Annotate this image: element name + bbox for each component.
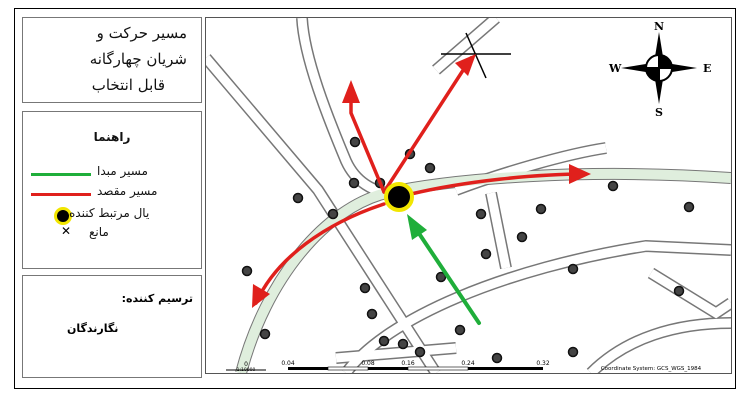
compass-n: N [654, 20, 664, 33]
destination-route-label: مسیر مقصد [97, 184, 158, 198]
destination-route-swatch [31, 193, 91, 196]
obstacle-label: مانع [89, 225, 109, 239]
obstacle-icon: ✕ [61, 224, 72, 238]
title-line-3: قابل انتخاب [91, 76, 165, 94]
origin-route-label: مسیر مبدا [97, 164, 148, 178]
arrowheads [252, 54, 591, 308]
compass-rose-icon [621, 32, 697, 104]
scale-tick-5: 0.32 [536, 360, 550, 367]
scale-tick-3: 0.16 [401, 360, 415, 367]
scale-unit: 1:10000 [237, 367, 256, 373]
title-panel: مسیر حرکت و شریان چهارگانه قابل انتخاب [22, 17, 202, 103]
scale-zero: 0 [244, 361, 248, 368]
coordinate-system: Coordinate System: GCS_WGS_1984 [601, 366, 702, 372]
arrow-east-icon [569, 164, 591, 184]
origin-route [410, 221, 481, 325]
connecting-edge-label: یال مرتبط کننده [69, 206, 150, 220]
author-name: نگارندگان [67, 322, 119, 335]
title-line-1: مسیر حرکت و [96, 24, 187, 42]
scale-tick-1: 0.04 [281, 360, 295, 367]
scale-tick-4: 0.24 [461, 360, 475, 367]
origin-route-swatch [31, 173, 91, 176]
roads-fill [202, 14, 734, 377]
scale-tick-2: 0.08 [361, 360, 375, 367]
map-canvas: N S E W 0 0.04 0.08 0.16 0.24 0.32 1:100… [201, 13, 735, 378]
points-layer [241, 136, 695, 364]
legend-panel: راهنما مسیر مبدا مسیر مقصد یال مرتبط کنن… [22, 111, 202, 269]
scale-bar [226, 366, 543, 371]
author-heading: ترسیم کننده: [121, 292, 193, 305]
connecting-edge-swatch [54, 207, 72, 225]
arrow-north-icon [342, 80, 360, 103]
compass-s: S [655, 106, 663, 119]
legend-heading: راهنما [93, 130, 131, 144]
compass-w: W [608, 62, 622, 75]
connecting-node [384, 182, 414, 212]
origin-arrow-icon [407, 214, 427, 240]
arrow-northeast-icon [455, 54, 476, 76]
author-panel: ترسیم کننده: نگارندگان [22, 275, 202, 378]
compass-e: E [703, 62, 711, 75]
map-svg: N S E W 0 0.04 0.08 0.16 0.24 0.32 1:100… [201, 13, 735, 378]
arrow-southwest-icon [252, 284, 270, 308]
title-line-2: شریان چهارگانه [89, 50, 187, 68]
